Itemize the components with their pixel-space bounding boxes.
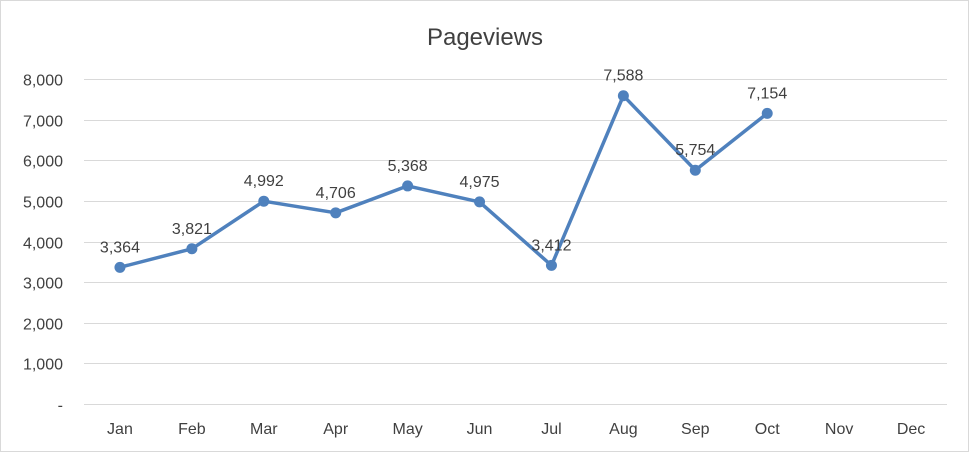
x-tick-label: Jun — [467, 421, 493, 438]
data-label: 4,706 — [316, 185, 356, 202]
y-tick-label: 8,000 — [23, 73, 63, 90]
data-label: 3,821 — [172, 221, 212, 238]
y-tick-label: 6,000 — [23, 154, 63, 171]
data-label: 5,368 — [388, 158, 428, 175]
y-tick-label: 7,000 — [23, 114, 63, 131]
y-tick-label: - — [58, 398, 63, 415]
x-tick-label: May — [393, 421, 423, 438]
data-point — [617, 90, 629, 102]
x-tick-label: Jan — [107, 421, 133, 438]
series-lines — [118, 93, 769, 270]
data-point — [330, 207, 342, 219]
y-axis-tick-labels: - 1,000 2,000 3,000 4,000 5,000 6,000 7,000 8,00… — [23, 73, 63, 415]
x-tick-label: Jul — [541, 421, 561, 438]
data-label: 4,975 — [460, 174, 500, 191]
series-points — [114, 90, 773, 273]
y-tick-label: 3,000 — [23, 276, 63, 293]
data-point — [545, 259, 557, 271]
y-tick-label: 4,000 — [23, 236, 63, 253]
data-point — [761, 107, 773, 119]
data-label: 7,154 — [747, 85, 787, 102]
x-tick-label: Mar — [250, 421, 278, 438]
data-point — [186, 243, 198, 255]
data-label: 5,754 — [675, 142, 715, 159]
x-tick-label: Nov — [825, 421, 853, 438]
data-label: 3,364 — [100, 239, 140, 256]
x-tick-label: Apr — [323, 421, 349, 438]
x-tick-label: Aug — [609, 421, 637, 438]
data-point — [114, 261, 126, 273]
x-tick-label: Feb — [178, 421, 206, 438]
y-tick-label: 5,000 — [23, 195, 63, 212]
y-tick-label: 2,000 — [23, 317, 63, 334]
x-axis-tick-labels: Jan Feb Mar Apr May Jun Jul Aug Sep Oct Nov Dec — [107, 421, 925, 438]
data-label: 3,412 — [531, 237, 571, 254]
y-tick-label: 1,000 — [23, 357, 63, 374]
x-tick-label: Sep — [681, 421, 710, 438]
data-point — [258, 195, 270, 207]
data-label: 7,588 — [603, 68, 643, 85]
data-label: 4,992 — [244, 173, 284, 190]
data-point — [474, 196, 486, 208]
data-point — [402, 180, 414, 192]
x-tick-label: Dec — [897, 421, 925, 438]
data-labels: 3,364 3,821 4,992 4,706 5,368 4,975 3,412 7,588… — [100, 68, 787, 257]
gridlines — [84, 79, 947, 405]
series-line — [118, 93, 769, 270]
x-tick-label: Oct — [755, 421, 780, 438]
chart-title: Pageviews — [427, 24, 543, 51]
data-point — [689, 164, 701, 176]
